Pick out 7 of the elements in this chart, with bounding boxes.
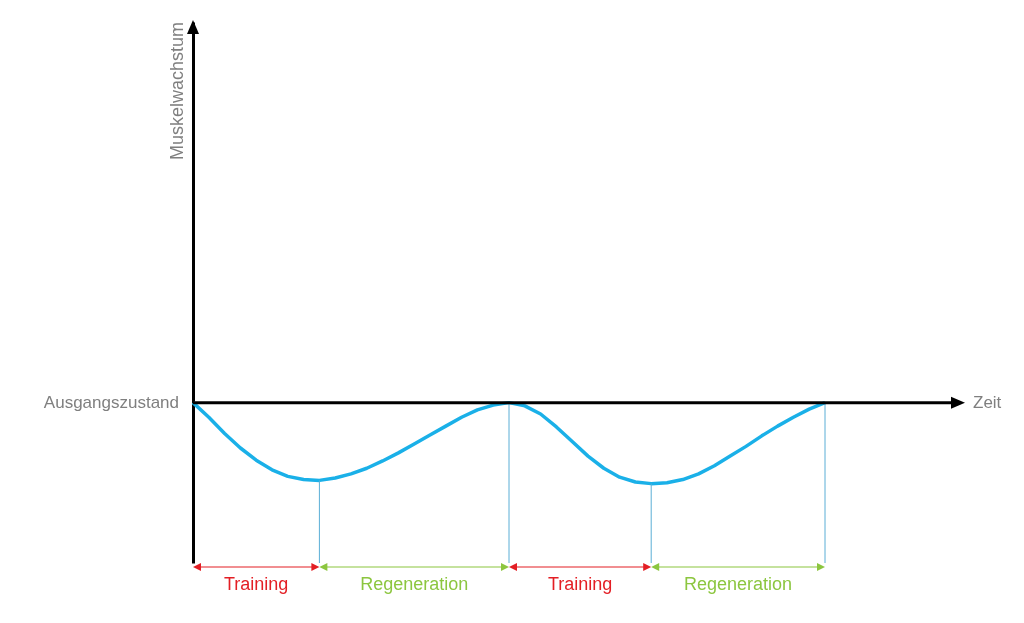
text: Muskelwachstum (167, 22, 187, 161)
text: Regeneration (684, 574, 793, 594)
text: Training (547, 574, 613, 594)
text: Regeneration (360, 574, 469, 594)
text: Training (224, 574, 289, 594)
text: Ausgangszustand (43, 392, 179, 412)
text: Zeit (973, 392, 1002, 412)
